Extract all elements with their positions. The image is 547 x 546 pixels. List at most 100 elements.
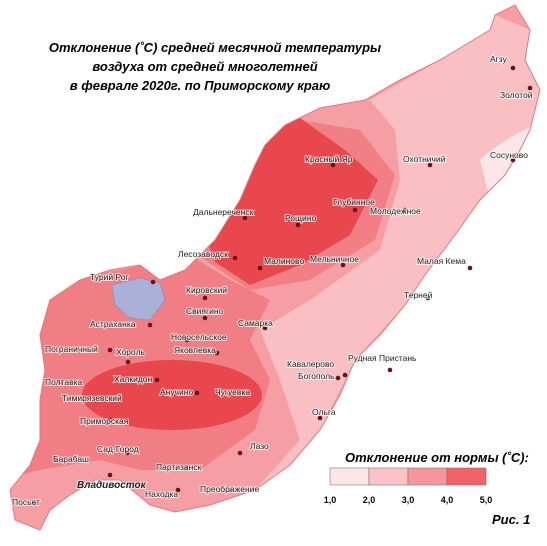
legend-tick-label: 4,0	[441, 495, 454, 505]
city-label: Дальнереченск	[193, 207, 254, 217]
city-dot	[202, 315, 208, 321]
city-dot	[295, 222, 301, 228]
city-label: Барабаш	[53, 454, 89, 464]
city-label: Рощино	[285, 213, 316, 223]
city-dot	[107, 395, 113, 401]
city-dot	[427, 162, 433, 168]
city-label: Красный Яр	[305, 154, 353, 164]
city-dot	[335, 375, 341, 381]
city-dot	[352, 207, 358, 213]
city-dot	[107, 417, 113, 423]
city-label: Приморская	[80, 416, 129, 426]
city-dot	[202, 295, 208, 301]
city-label: Глубинное	[333, 197, 375, 207]
city-label: Партизанск	[156, 462, 202, 472]
city-dot	[184, 337, 190, 343]
city-label: Посьет	[12, 497, 40, 507]
city-dot	[214, 350, 220, 356]
city-dot	[54, 457, 60, 463]
city-dot	[107, 472, 113, 478]
city-label: Сад-Город	[97, 444, 139, 454]
legend-tick-label: 5,0	[480, 495, 493, 505]
zone-4	[82, 360, 262, 430]
legend-tick-label: 3,0	[402, 495, 415, 505]
city-label: Преображение	[200, 484, 259, 494]
city-dot	[183, 465, 189, 471]
city-label: Чугуевка	[215, 387, 250, 397]
city-dot	[237, 450, 243, 456]
city-label: Астраханка	[90, 319, 136, 329]
city-dot	[150, 279, 156, 285]
city-label: Лесозаводск	[178, 249, 228, 259]
city-dot	[342, 372, 348, 378]
legend-title: Отклонение от нормы (˚С):	[345, 450, 529, 465]
city-label: Мельничное	[310, 254, 359, 264]
city-dot	[262, 325, 268, 331]
city-dot	[510, 157, 516, 163]
zone-2	[255, 15, 540, 490]
city-dot	[175, 487, 181, 493]
city-label: Кировский	[186, 285, 227, 295]
city-dot	[387, 367, 393, 373]
city-label: Владивосток	[77, 480, 147, 491]
city-dot	[32, 500, 38, 506]
city-dot	[147, 322, 153, 328]
lake-khanka	[111, 277, 166, 321]
city-dot	[242, 390, 248, 396]
city-label: Хороль	[116, 347, 146, 357]
city-dot	[57, 379, 63, 385]
city-dot	[510, 65, 516, 71]
city-label: Ольга	[312, 407, 336, 417]
cities: Агзу Золотой Сосуново Красный Яр Охотничий Гл…	[11, 53, 534, 508]
city-label: Турий Рог	[90, 272, 129, 282]
city-label: Пограничный	[45, 344, 98, 354]
city-dot	[330, 162, 336, 168]
city-dot	[402, 207, 408, 213]
city-label: Кавалерово	[287, 359, 334, 369]
city-label: Полтавка	[45, 377, 83, 387]
title: Отклонение (˚С) средней месячной темпера…	[49, 40, 381, 93]
city-dot	[425, 295, 431, 301]
city-label: Охотничий	[403, 154, 446, 164]
city-dot	[107, 347, 113, 353]
city-label: Сосуново	[490, 150, 528, 160]
legend: Отклонение от нормы (˚С): 1,0 2,0 3,0 4,0 5,0	[318, 446, 530, 514]
city-label: Тимирязевский	[62, 393, 122, 403]
city-dot	[232, 255, 238, 261]
city-label: Лазо	[250, 441, 269, 451]
title-line: Отклонение (˚С) средней месячной темпера…	[49, 40, 381, 55]
city-label: Малиново	[264, 256, 304, 266]
city-label: Рудная Пристань	[348, 353, 417, 363]
legend-tick-label: 1,0	[324, 495, 337, 505]
city-label: Анучино	[160, 387, 193, 397]
city-label: Молодежное	[370, 206, 421, 216]
legend-swatch	[368, 467, 409, 486]
city-label: Находка	[145, 489, 178, 499]
city-dot	[194, 390, 200, 396]
city-label: Халкидон	[114, 374, 153, 384]
city-label: Свиягино	[186, 306, 224, 316]
legend-tick-label: 2,0	[363, 495, 376, 505]
title-line: в феврале 2020г. по Приморскому краю	[70, 78, 331, 93]
city-dot	[340, 262, 346, 268]
city-label: Яковлевка	[174, 345, 216, 355]
city-label: Терней	[404, 290, 433, 300]
city-dot	[257, 265, 263, 271]
city-label: Богополь	[298, 371, 335, 381]
city-dot	[467, 265, 473, 271]
city-dot	[227, 487, 233, 493]
city-dot	[124, 450, 130, 456]
legend-swatch	[329, 467, 370, 486]
legend-swatch	[407, 467, 448, 486]
title-line: воздуха от средней многолетней	[92, 59, 317, 74]
city-label: Новосельское	[171, 332, 227, 342]
city-label: Самарка	[238, 318, 273, 328]
city-dot	[527, 85, 533, 91]
city-dot	[154, 377, 160, 383]
city-dot	[125, 359, 131, 365]
city-dot	[242, 215, 248, 221]
city-label: Золотой	[500, 90, 533, 100]
figure-label: Рис. 1	[492, 512, 530, 527]
legend-swatch	[446, 467, 487, 486]
